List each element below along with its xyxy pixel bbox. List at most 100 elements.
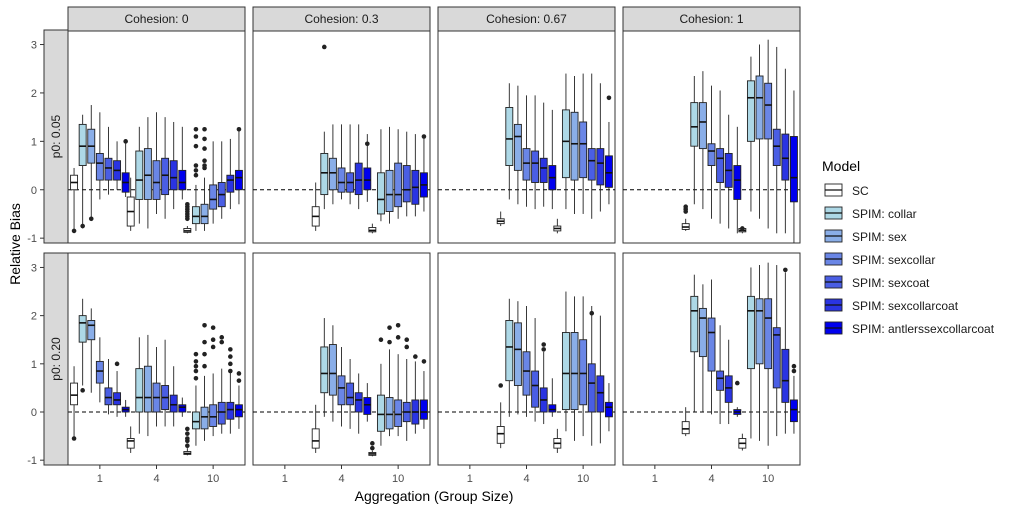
box [681,421,690,435]
box [328,344,337,396]
outlier-point [185,443,190,449]
boxplot-spim-sex [513,301,522,415]
boxplot-spim-sexcoat [531,95,540,210]
outlier-point [185,431,190,436]
outlier-point [791,363,797,369]
facet-strip-col-2 [437,6,616,32]
box [789,136,798,203]
boxplot-spim-antlerssexcollarcoat [363,383,372,422]
box [113,392,122,406]
boxplot-spim-sexcollar [394,322,403,437]
x-tick-label: 10 [762,473,774,485]
outlier-point [202,351,207,357]
outlier-point [236,378,242,383]
boxplot-spim-sexcoat [346,359,355,429]
x-tick-label: 1 [97,473,103,485]
x-tick-label: 10 [207,473,219,485]
boxplot-spim-sexcollarcoat [354,124,363,210]
boxplot-spim-sex [200,322,209,441]
boxplot-spim-collar [505,83,514,200]
box [496,426,505,444]
box [200,203,209,225]
box [716,148,725,183]
box [320,152,329,196]
box [363,167,372,191]
outlier-point [202,339,207,345]
boxplot-spim-sexcollar [152,112,161,214]
boxplot-spim-antlerssexcollarcoat [178,397,187,417]
boxplot-spim-sexcoat [402,131,411,217]
box [505,320,514,382]
box [200,406,209,430]
facet-strip-row-label: p0: 0.20 [49,337,63,381]
box [126,438,135,449]
legend: Model SC SPIM: collar SPIM: sex SPIM: sexco… [822,158,995,336]
y-axis-title: Relative Bias [7,203,23,285]
boxplot-sc [70,167,79,234]
box [376,394,385,432]
y-tick-label: 1 [31,136,37,148]
boxplot-spim-sex [87,105,96,222]
facet-strips: Cohesion: 0 Cohesion: 0.3 Cohesion: 0.67 Co… [43,6,801,466]
box [746,80,755,142]
boxplot-spim-sexcollarcoat [539,102,548,207]
boxplot-spim-sex [143,117,152,229]
boxplot-spim-sexcollar [707,85,716,219]
outlier-point [783,267,788,273]
box [376,172,385,215]
boxplot-spim-sex [328,325,337,422]
box [328,157,337,191]
outlier-point [202,322,207,328]
boxplot-spim-sex [570,296,579,441]
box [505,107,514,166]
outlier-point [202,126,207,132]
x-tick-label: 1 [282,473,288,485]
boxplot-sc [496,383,505,449]
outlier-point [185,201,190,207]
boxplot-spim-antlerssexcollarcoat [178,126,187,200]
y-tick-label: -1 [27,455,37,467]
box [539,157,548,183]
boxplot-spim-sexcollarcoat [169,121,178,210]
boxplot-sc [70,366,79,441]
boxplot-sc [681,407,690,437]
y-tick-label: 3 [31,262,37,274]
box [95,152,104,181]
boxplot-spim-sexcoat [217,141,226,219]
box [363,397,372,415]
y-tick-label: 2 [31,311,37,323]
legend-title: Model [822,158,860,174]
boxplot-sc [681,204,690,231]
outlier-point [791,368,797,374]
boxplot-spim-sexcoat [587,73,596,219]
boxplot-spim-collar [376,129,385,222]
box [698,102,707,150]
box [346,382,355,406]
box [234,169,243,191]
axes: -1 0 1 2 3 -1 0 1 2 3 1 4 10 1 4 10 1 4 10 1 4 10 [27,40,774,485]
box [764,82,773,140]
box [513,322,522,386]
outlier-point [228,354,233,359]
boxplot-spim-collar [690,274,699,412]
facet-panels [67,29,801,466]
outlier-point [365,141,370,147]
x-axis-title: Aggregation (Group Size) [355,488,514,504]
facet-strip-row-1 [43,252,69,466]
box [191,411,200,430]
box [587,148,596,181]
outlier-point [589,310,595,316]
boxplot-spim-sexcollarcoat [724,114,733,229]
boxplot-spim-antlerssexcollarcoat [234,371,243,429]
boxplot-spim-sexcollar [337,124,346,200]
boxplot-spim-antlerssexcollarcoat [733,380,742,417]
box [716,370,725,391]
outlier-point [80,388,85,393]
boxplot-spim-antlerssexcollarcoat [604,383,613,432]
boxplot-spim-sexcollar [764,39,773,229]
outlier-point [193,143,199,149]
boxplot-spim-sexcoat [104,359,113,415]
boxplot-spim-sexcoat [402,337,411,441]
boxplot-spim-sexcollar [337,346,346,427]
boxplot-sc [368,223,377,234]
